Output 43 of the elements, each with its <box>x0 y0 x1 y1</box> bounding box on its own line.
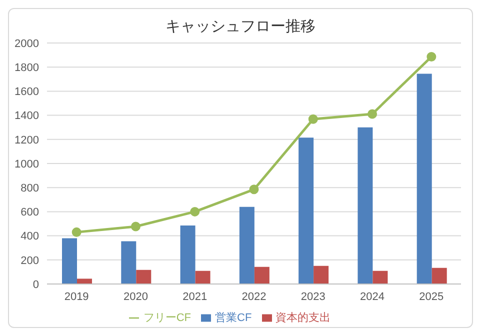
x-tick-label: 2022 <box>242 290 266 303</box>
point <box>426 52 436 62</box>
point <box>249 184 259 194</box>
point <box>130 222 140 232</box>
bar <box>121 241 136 284</box>
bar <box>62 238 77 284</box>
y-tick-label: 400 <box>20 230 39 243</box>
bar <box>239 206 254 284</box>
point <box>72 227 82 237</box>
bar <box>416 74 432 284</box>
x-tick-label: 2021 <box>182 290 208 303</box>
bar <box>432 268 447 284</box>
y-tick-label: 200 <box>20 254 39 267</box>
bar <box>372 270 388 284</box>
x-tick-label: 2025 <box>419 290 444 303</box>
bar <box>180 226 196 284</box>
legend-label: 資本的支出 <box>276 312 331 324</box>
point <box>368 109 378 119</box>
y-tick-label: 1800 <box>14 62 39 74</box>
bar <box>136 270 152 284</box>
bar <box>298 138 314 284</box>
legend-label: 営業CF <box>215 312 252 324</box>
y-tick-label: 1600 <box>14 86 39 98</box>
chart-title: キャッシュフロー推移 <box>164 17 316 37</box>
bar <box>77 278 92 284</box>
bar <box>358 127 373 284</box>
y-tick-label: 1400 <box>14 110 39 122</box>
x-tick-label: 2023 <box>300 290 326 303</box>
y-tick-label: 2000 <box>14 38 39 50</box>
y-tick-label: 600 <box>20 206 39 219</box>
y-tick-label: 800 <box>20 182 39 195</box>
y-tick-label: 1000 <box>14 158 39 170</box>
x-tick-label: 2024 <box>360 290 385 303</box>
y-tick-label: 1200 <box>14 134 39 146</box>
bar <box>195 270 210 284</box>
legend-label: フリーCF <box>143 312 191 324</box>
point <box>190 206 200 216</box>
x-tick-label: 2019 <box>64 290 89 303</box>
bar <box>314 266 329 284</box>
x-tick-label: 2020 <box>123 290 148 303</box>
y-tick-label: 0 <box>32 278 39 291</box>
bar <box>254 266 270 284</box>
point <box>308 114 318 124</box>
